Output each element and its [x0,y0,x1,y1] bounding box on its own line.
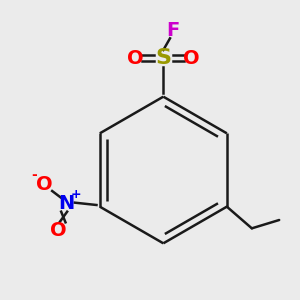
Text: S: S [155,48,171,68]
Text: O: O [50,221,67,240]
Text: O: O [127,49,143,68]
Text: +: + [70,188,81,201]
Text: O: O [183,49,200,68]
Text: -: - [31,168,37,182]
Text: N: N [58,194,75,213]
Text: F: F [167,20,180,40]
Text: O: O [35,176,52,194]
